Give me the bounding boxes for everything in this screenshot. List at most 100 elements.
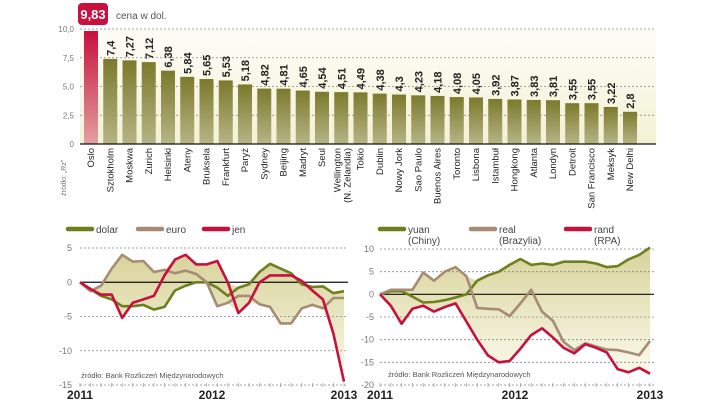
bar-value-label: 4,08 bbox=[452, 73, 464, 94]
bar-chart: 0 2,5 5,0 7,5 10,0 Oslo 7,4 Sztokholm 7,27 Moskwa… bbox=[58, 3, 656, 209]
legend-label: dolar bbox=[96, 225, 119, 236]
legend-label: real bbox=[499, 225, 516, 236]
legend-sublabel: (Brazylia) bbox=[499, 236, 541, 247]
bar bbox=[276, 88, 291, 144]
category-label: Wellington bbox=[332, 148, 343, 192]
category-label: Londyn bbox=[548, 148, 559, 179]
bar bbox=[295, 90, 310, 144]
x-tick-label: 2011 bbox=[67, 388, 93, 402]
bar bbox=[411, 95, 426, 144]
bar-value-label: 4,51 bbox=[336, 68, 348, 89]
series-line-real bbox=[379, 265, 652, 357]
category-label-sub: (N. Zelandia) bbox=[342, 148, 353, 203]
bar bbox=[161, 70, 175, 144]
category-label: Ateny bbox=[182, 148, 193, 173]
bar bbox=[392, 94, 406, 144]
category-label: Detroit bbox=[567, 148, 578, 176]
legend-sublabel: (RPA) bbox=[594, 236, 620, 247]
bar-value-label: 4,23 bbox=[413, 71, 425, 92]
range-fill bbox=[80, 254, 344, 382]
y-tick-label: 5 bbox=[369, 267, 374, 277]
category-label: Toronto bbox=[452, 148, 463, 180]
y-tick-label: -10 bbox=[361, 335, 374, 345]
bar-value-label: 7,4 bbox=[105, 40, 117, 56]
bar bbox=[199, 79, 214, 144]
category-label: Bruksela bbox=[202, 147, 213, 185]
bar bbox=[141, 62, 156, 145]
bar-value-label: 5,84 bbox=[182, 52, 194, 74]
y-tick-label: 0 bbox=[369, 289, 374, 299]
bar bbox=[623, 111, 637, 144]
bar-value-label: 5,18 bbox=[240, 60, 252, 81]
bar-value-label: 3,22 bbox=[606, 83, 618, 104]
category-label: Sydney bbox=[259, 148, 270, 180]
bar-value-label: 4,65 bbox=[298, 66, 310, 87]
category-label: Sao Paulo bbox=[413, 148, 424, 192]
legend-sublabel: (Chiny) bbox=[408, 236, 440, 247]
legend-label: euro bbox=[166, 225, 186, 236]
x-tick-label: 2013 bbox=[637, 388, 664, 402]
category-label: Hongkong bbox=[510, 148, 521, 191]
y-tick-label: 10,0 bbox=[58, 25, 74, 34]
legend-label: yuan bbox=[408, 225, 430, 236]
category-label: Meksyk bbox=[606, 148, 617, 180]
category-label: Frankfurt bbox=[221, 148, 232, 186]
y-tick-label: 5 bbox=[67, 243, 72, 253]
category-label: Atlanta bbox=[529, 147, 540, 177]
source-label: źródło: Bank Rozliczeń Międzynarodowych bbox=[388, 370, 531, 379]
bar-value-label: 7,12 bbox=[144, 38, 156, 59]
category-label: Zurich bbox=[144, 148, 155, 174]
bar-value-label: 2,8 bbox=[625, 94, 637, 109]
bar bbox=[449, 97, 464, 144]
legend-label: rand bbox=[594, 225, 614, 236]
x-tick-label: 2011 bbox=[367, 388, 393, 402]
series-line-jen bbox=[79, 253, 346, 382]
category-label: Sztokholm bbox=[105, 148, 116, 192]
bar-value-label: 4,49 bbox=[356, 68, 368, 89]
bar bbox=[103, 58, 118, 144]
bar bbox=[469, 97, 483, 144]
y-tick-label: 0 bbox=[67, 277, 72, 287]
category-label: Istambuł bbox=[490, 147, 501, 184]
category-label: Paryż bbox=[240, 148, 251, 173]
bar-value-label: 4,05 bbox=[471, 73, 483, 94]
y-tick-label: -5 bbox=[366, 312, 374, 322]
bar bbox=[180, 76, 195, 144]
bar-value-label: 4,38 bbox=[375, 69, 387, 90]
bar bbox=[488, 98, 503, 144]
bar-value-label: 4,3 bbox=[394, 76, 406, 91]
bar bbox=[603, 106, 618, 144]
category-label: Dublin bbox=[375, 148, 386, 175]
category-label: Lisbona bbox=[471, 147, 482, 181]
category-label: Tokio bbox=[356, 148, 367, 170]
y-tick-label: -15 bbox=[361, 357, 374, 367]
bar bbox=[526, 99, 541, 144]
category-label: Oslo bbox=[86, 148, 97, 168]
bar bbox=[584, 103, 599, 144]
y-tick-label: -10 bbox=[59, 346, 72, 356]
bar bbox=[565, 103, 580, 144]
x-tick-label: 2013 bbox=[331, 388, 358, 402]
category-label: Madryt bbox=[298, 148, 309, 177]
y-tick-label: 2,5 bbox=[63, 111, 75, 120]
x-tick-label: 2012 bbox=[199, 388, 226, 402]
series-line-euro bbox=[79, 253, 344, 325]
bar-value-label: 6,38 bbox=[163, 46, 175, 67]
series-line-dolar bbox=[79, 262, 345, 311]
category-label: Seul bbox=[317, 148, 328, 167]
bar-value-label: 3,81 bbox=[548, 76, 560, 97]
source-label: źródło: „Rz” bbox=[61, 159, 68, 196]
highlight-value: 9,83 bbox=[80, 7, 105, 22]
bar-value-label: 4,81 bbox=[279, 64, 291, 85]
y-tick-label: 5,0 bbox=[63, 83, 75, 92]
bar bbox=[122, 60, 137, 144]
bar-value-label: 5,53 bbox=[221, 56, 233, 77]
bar bbox=[372, 93, 387, 144]
bar bbox=[353, 92, 368, 144]
category-label: San Francisco bbox=[587, 148, 598, 209]
category-label: Nowy Jork bbox=[394, 148, 405, 193]
y-tick-label: -5 bbox=[64, 312, 72, 322]
bar-value-label: 5,65 bbox=[202, 55, 214, 76]
